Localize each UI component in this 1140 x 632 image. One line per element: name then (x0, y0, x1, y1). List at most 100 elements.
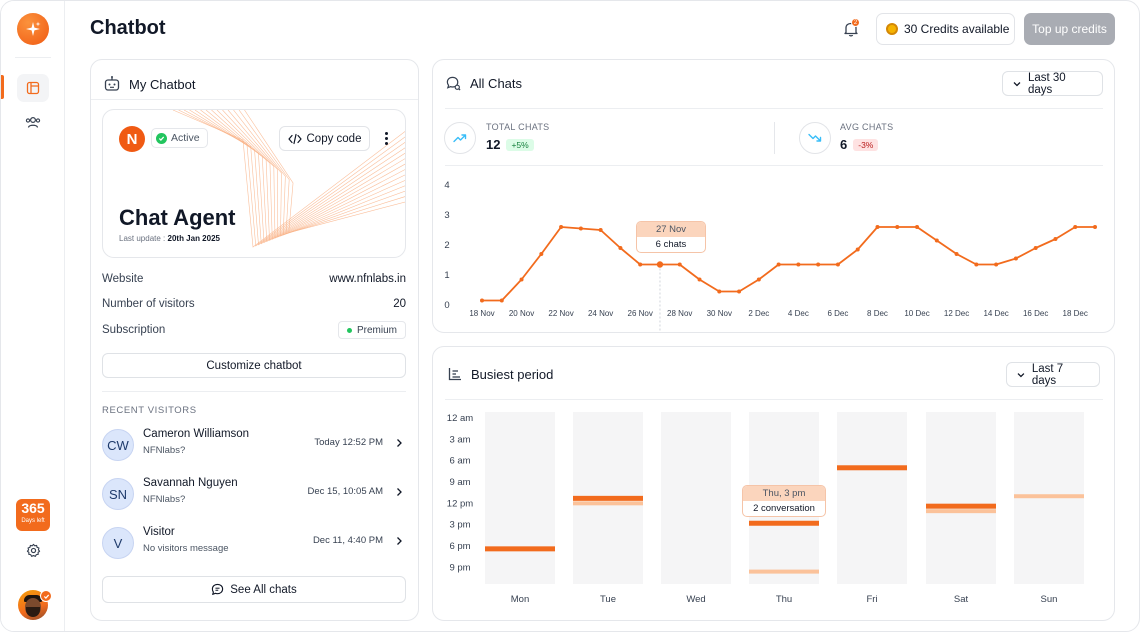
busiest-period-header: Busiest period (447, 366, 553, 382)
chevron-right-icon[interactable] (394, 487, 404, 497)
subscription-badge: Premium (337, 321, 406, 339)
divider (445, 108, 1103, 109)
notification-count-badge: 2 (851, 18, 860, 27)
activity-mark (749, 520, 819, 526)
activity-mark (749, 569, 819, 574)
series-line (482, 226, 1095, 302)
day-label: Fri (866, 594, 877, 605)
sidebar-item-chatbot[interactable] (17, 74, 49, 102)
day-column (926, 412, 996, 584)
pattern-line (178, 110, 405, 247)
data-point (539, 252, 544, 256)
settings-button[interactable] (17, 536, 49, 564)
website-value[interactable]: www.nfnlabs.in (329, 273, 406, 285)
divider (91, 99, 418, 100)
avg-chats: 6 -3% (840, 137, 879, 152)
all-chats-line-chart: 0 1 2 3 4 18 Nov 20 Nov 22 Nov 24 Nov 26 Nov 28 No… (444, 180, 1097, 331)
gear-icon (26, 543, 40, 557)
visitors-value: 20 (393, 298, 406, 310)
day-label: Wed (686, 594, 705, 605)
day-label: Tue (600, 594, 616, 605)
total-change-badge: +5% (506, 138, 534, 151)
last-update-value: 20th Jan 2025 (167, 234, 220, 243)
data-point (895, 225, 900, 229)
info-row-visitors: Number of visitors 20 (102, 295, 406, 313)
visitor-time: Dec 15, 10:05 AM (307, 486, 383, 497)
info-row-subscription: Subscription Premium (102, 321, 406, 339)
visitor-row[interactable]: CW Cameron Williamson NFNlabs? Today 12:… (102, 427, 406, 463)
busiest-period-title: Busiest period (471, 366, 554, 382)
x-tick-label: 28 Nov (667, 309, 692, 318)
all-chats-range-select[interactable]: Last 30 days (1002, 71, 1103, 96)
users-icon (25, 116, 41, 128)
data-point (578, 226, 583, 231)
data-point (697, 277, 702, 282)
pattern-line (211, 110, 405, 240)
days-left-label: Days left (21, 518, 45, 524)
more-options-icon[interactable] (379, 128, 393, 148)
chevron-right-icon[interactable] (394, 536, 404, 546)
status-label: Active (171, 132, 200, 144)
agent-logo: N (119, 126, 145, 152)
avg-chats-value: 6 (840, 137, 848, 152)
data-point (1093, 225, 1097, 229)
credits-label: 30 Credits available (904, 22, 1010, 36)
info-label: Website (102, 273, 144, 285)
data-point (875, 225, 880, 229)
activity-mark (926, 509, 996, 514)
active-indicator (1, 75, 4, 99)
sidebar-divider (15, 57, 51, 58)
visitor-row[interactable]: SN Savannah Nguyen NFNlabs? Dec 15, 10:0… (102, 476, 406, 512)
line-chart-tooltip: 27 Nov 6 chats (636, 221, 706, 253)
see-all-chats-button[interactable]: See All chats (102, 576, 406, 603)
pattern-line (222, 110, 405, 238)
customize-chatbot-button[interactable]: Customize chatbot (102, 353, 406, 378)
busiest-range-select[interactable]: Last 7 days (1006, 362, 1100, 387)
all-chats-header: All Chats (445, 75, 522, 92)
pattern-line (238, 110, 405, 235)
x-tick-label: 6 Dec (827, 309, 848, 318)
sidebar-item-users[interactable] (17, 108, 49, 136)
data-point (1033, 246, 1038, 250)
total-chats-value: 12 (486, 137, 501, 152)
pattern-line (244, 110, 405, 234)
visitor-row[interactable]: V Visitor No visitors message Dec 11, 4:… (102, 525, 406, 561)
x-tick-label: 14 Dec (983, 309, 1008, 318)
data-point (835, 262, 840, 267)
y-tick-label: 2 (444, 240, 449, 251)
heatmap-tooltip: Thu, 3 pm 2 conversation (742, 485, 826, 517)
visitor-message: NFNlabs? (143, 445, 186, 456)
brand-logo[interactable] (17, 13, 49, 45)
activity-mark (485, 546, 555, 552)
info-label: Number of visitors (102, 298, 195, 310)
day-column (661, 412, 731, 584)
all-chats-range-label: Last 30 days (1027, 71, 1066, 96)
data-point (756, 277, 761, 282)
info-row-website: Website www.nfnlabs.in (102, 270, 406, 288)
tooltip-time: Thu, 3 pm (743, 486, 825, 501)
activity-mark (1014, 494, 1084, 499)
copy-code-button[interactable]: Copy code (279, 126, 370, 151)
y-tick-label: 3 (444, 210, 449, 221)
data-point (618, 246, 623, 250)
my-chatbot-header: My Chatbot (103, 75, 195, 93)
my-chatbot-title: My Chatbot (129, 76, 196, 92)
info-label: Subscription (102, 324, 166, 336)
data-point (974, 262, 979, 267)
hour-label: 12 pm (447, 498, 473, 509)
x-tick-label: 20 Nov (509, 309, 534, 318)
data-point (954, 252, 959, 256)
data-point (638, 262, 643, 267)
top-up-credits-button[interactable]: Top up credits (1024, 13, 1115, 45)
credits-indicator[interactable]: 30 Credits available (876, 13, 1015, 45)
x-tick-label: 22 Nov (548, 309, 573, 318)
busiest-range-label: Last 7 days (1031, 362, 1064, 387)
x-tick-label: 24 Nov (588, 309, 613, 318)
visitor-avatar: CW (102, 429, 134, 461)
subscription-value: Premium (356, 324, 397, 336)
chevron-right-icon[interactable] (394, 438, 404, 448)
day-label: Sat (954, 594, 969, 605)
visitor-avatar: SN (102, 478, 134, 510)
avg-change-badge: -3% (853, 138, 879, 151)
chevron-down-icon (1013, 81, 1021, 86)
